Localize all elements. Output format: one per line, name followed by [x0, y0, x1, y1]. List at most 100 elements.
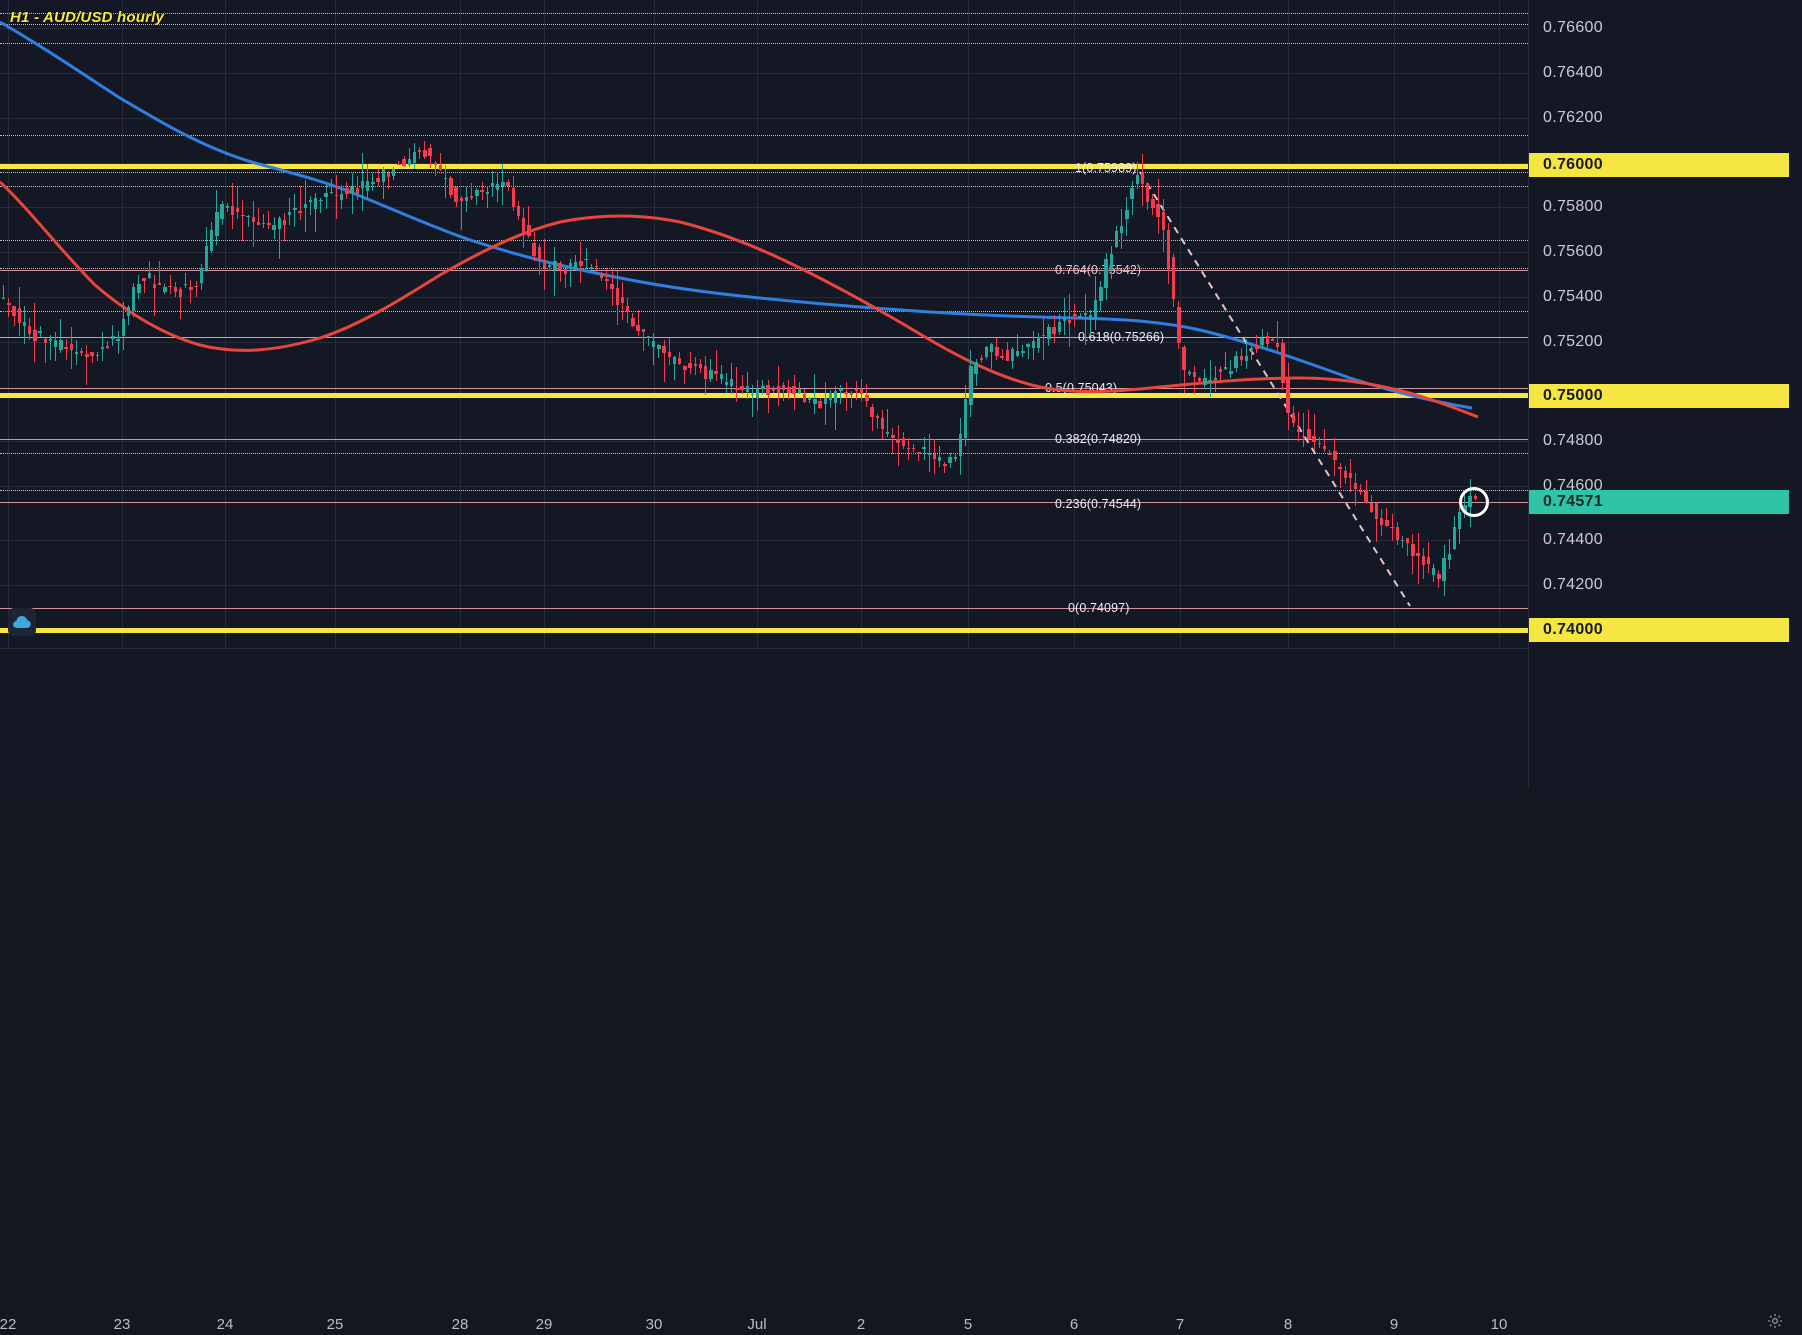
candlestick	[1364, 479, 1368, 504]
dotted-level-line	[0, 453, 1528, 454]
yellow-level-076000	[0, 164, 1528, 169]
candlestick	[620, 281, 625, 320]
candlestick	[1182, 344, 1186, 394]
dotted-level-line	[0, 135, 1528, 136]
candlestick	[189, 280, 193, 304]
candlestick	[43, 338, 47, 363]
price-tick: 0.74800	[1543, 432, 1603, 449]
candlestick	[215, 189, 219, 246]
candlestick	[1005, 342, 1009, 362]
candlestick	[1312, 414, 1316, 451]
fib-line-0618	[0, 337, 1528, 338]
candlestick	[1255, 335, 1259, 353]
candlestick	[828, 390, 833, 409]
candlestick	[329, 178, 333, 194]
gridline-vertical	[460, 0, 461, 648]
candlestick	[1390, 514, 1394, 541]
candlestick	[610, 269, 614, 306]
time-axis-tick: 7	[1175, 1316, 1185, 1333]
candlestick	[839, 385, 843, 405]
candlestick	[1244, 338, 1249, 370]
price-tick: 0.74600	[1543, 477, 1603, 494]
candlestick	[901, 432, 905, 449]
candlestick	[990, 342, 994, 370]
gridline-vertical	[544, 0, 545, 648]
candlestick	[438, 152, 443, 172]
candlestick	[516, 201, 521, 220]
candlestick	[490, 170, 495, 198]
candlestick	[1042, 317, 1046, 361]
current-candle-highlight-circle	[1459, 487, 1489, 517]
candlestick	[823, 382, 827, 425]
candlestick	[178, 287, 183, 320]
candlestick	[1234, 351, 1238, 372]
candlestick	[1385, 508, 1389, 527]
candlestick	[594, 258, 599, 271]
candlestick	[1135, 162, 1139, 190]
candlestick	[1343, 465, 1347, 484]
candlestick	[943, 462, 947, 474]
fib-label-0764: 0.764(0.75542)	[1055, 263, 1142, 277]
time-axis-tick: 23	[113, 1316, 131, 1333]
candlestick	[724, 372, 729, 393]
candlestick	[953, 453, 957, 463]
candlestick	[470, 182, 474, 201]
candlestick	[886, 408, 890, 437]
candlestick	[568, 259, 573, 287]
candlestick	[147, 261, 151, 279]
candlestick	[1348, 458, 1353, 493]
candlestick	[1437, 570, 1441, 589]
time-axis-tick: 8	[1283, 1316, 1293, 1333]
candlestick	[1265, 331, 1269, 349]
candlestick	[220, 201, 224, 225]
candlestick	[548, 262, 552, 271]
candlestick	[334, 174, 339, 219]
candlestick	[433, 160, 437, 177]
fib-label-0382: 0.382(0.74820)	[1055, 432, 1142, 446]
candlestick	[454, 187, 458, 208]
candlestick	[615, 271, 619, 326]
candlestick	[1031, 331, 1035, 361]
plot-area[interactable]: 1(0.75989) 0.764(0.75542) 0.618(0.75266)…	[0, 0, 1528, 787]
candlestick	[782, 382, 786, 402]
candlestick	[683, 364, 687, 384]
price-axis[interactable]: 0.76600 0.76400 0.76200 0.76000 0.75800 …	[1528, 0, 1802, 787]
candlestick	[563, 268, 567, 288]
candlestick	[2, 284, 6, 300]
candlestick	[1062, 298, 1067, 336]
candlestick	[844, 381, 848, 412]
candlestick	[527, 205, 531, 239]
candlestick	[121, 302, 125, 350]
candlestick	[865, 384, 869, 407]
candlestick	[1177, 300, 1181, 350]
candlestick	[64, 338, 68, 360]
candlestick	[407, 148, 411, 168]
candlestick	[932, 439, 937, 475]
candlestick	[1296, 411, 1301, 442]
time-axis-tick: 6	[1069, 1316, 1079, 1333]
candlestick	[818, 398, 822, 410]
candlestick	[355, 176, 359, 200]
candlestick	[480, 181, 484, 200]
candlestick	[875, 414, 879, 429]
gridline-horizontal	[0, 441, 1528, 442]
candlestick	[1426, 541, 1431, 574]
candlestick	[152, 274, 157, 316]
gear-icon[interactable]	[1766, 1312, 1784, 1335]
gridline-vertical	[757, 0, 758, 648]
candlestick	[605, 268, 609, 290]
candlestick	[1442, 544, 1446, 596]
candlestick	[1016, 333, 1020, 358]
candlestick	[1411, 533, 1415, 574]
candlestick	[860, 379, 864, 401]
candlestick	[1328, 449, 1332, 455]
fast-ma-path	[0, 20, 1473, 410]
candlestick	[1333, 438, 1337, 476]
candlestick	[1052, 315, 1056, 343]
candlestick	[1083, 293, 1087, 345]
candlestick	[979, 355, 983, 363]
gridline-horizontal	[0, 28, 1528, 29]
candlestick	[100, 332, 105, 362]
gridline-vertical	[861, 0, 862, 648]
time-axis-tick: 30	[645, 1316, 663, 1333]
